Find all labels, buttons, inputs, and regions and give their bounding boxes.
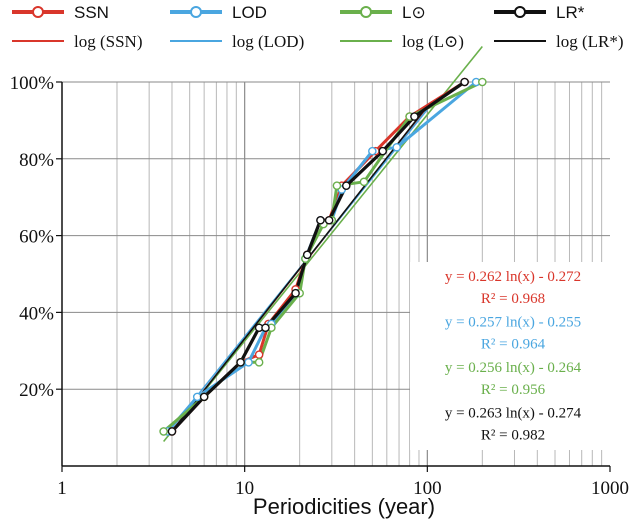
data-point [332,181,342,190]
x-tick-label: 1000 [591,478,629,499]
data-point [244,358,253,367]
fit-r-squared: R² = 0.964 [481,337,546,353]
legend-marker [32,6,44,18]
fit-equation: y = 0.262 ln(x) - 0.272 [445,269,581,285]
legend-label: log (LOD) [232,32,304,51]
data-series [159,77,487,436]
fit-equation: y = 0.263 ln(x) - 0.274 [445,406,582,422]
fit-equation: y = 0.257 ln(x) - 0.255 [445,315,581,331]
data-point [254,358,264,367]
data-point [236,358,245,367]
data-point [378,146,388,156]
legend-label: log (LR*) [556,32,624,51]
x-tick-label: 10 [235,478,254,499]
data-point [316,215,325,225]
data-point [392,142,402,152]
data-point [199,392,209,402]
legend-label: log (L⊙) [402,32,464,51]
data-point [478,77,487,87]
data-point [302,250,312,260]
legend-marker [190,6,202,18]
fit-r-squared: R² = 0.956 [481,382,546,398]
tick-labels: 1 10 100 1000 20% 40% 60% 80% 100% [10,73,629,499]
fit-r-squared: R² = 0.968 [481,291,545,307]
legend-label: L⊙ [402,3,426,22]
x-tick-label: 1 [57,478,67,499]
data-point [410,112,419,121]
y-tick-label: 60% [19,227,54,248]
data-point [254,350,264,359]
data-point [261,323,270,333]
x-tick-label: 100 [413,478,442,499]
data-point [167,427,177,436]
legend: SSN LOD L⊙ LR* log (SSN) log (LOD) log (L⊙) log… [12,3,624,51]
fit-line [162,46,483,442]
y-tick-label: 100% [10,73,55,94]
data-point [341,181,351,190]
fit-lines [162,46,483,442]
legend-marker [360,6,372,18]
data-point [291,288,300,298]
x-axis-label: Periodicities (year) [253,494,435,519]
legend-marker [514,6,526,18]
y-tick-label: 80% [19,150,54,171]
data-point [368,146,377,156]
legend-label: log (SSN) [74,32,142,51]
legend-label: SSN [74,3,109,22]
legend-label: LOD [232,3,267,22]
data-point [460,77,469,87]
annotation-background [410,262,616,450]
fit-annotations: y = 0.262 ln(x) - 0.272 R² = 0.968 y = 0.2… [410,262,616,450]
fit-line [169,105,428,435]
data-point [324,215,334,225]
data-point [359,177,369,187]
data-point [192,392,202,402]
data-point [159,427,168,436]
fit-r-squared: R² = 0.982 [481,428,545,444]
y-tick-label: 40% [19,303,54,324]
y-tick-label: 20% [19,380,54,401]
axes [56,81,611,472]
legend-label: LR* [556,3,585,22]
fit-equation: y = 0.256 ln(x) - 0.264 [445,360,582,376]
